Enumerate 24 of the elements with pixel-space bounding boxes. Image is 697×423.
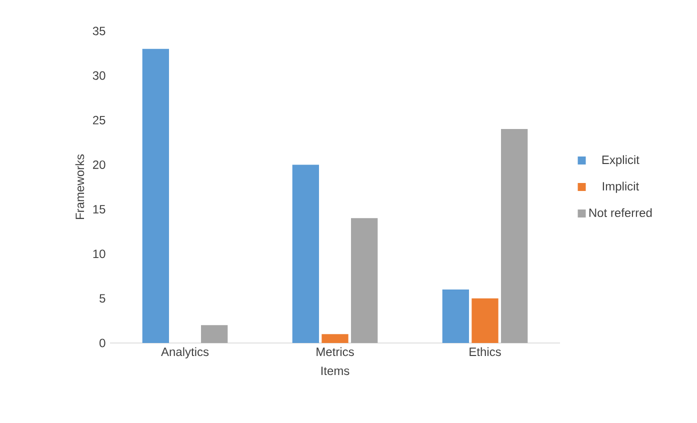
y-tick-label: 30: [92, 71, 106, 80]
x-tick-label: Ethics: [470, 347, 501, 356]
x-tick-label: Metrics: [316, 347, 354, 356]
legend-label: Implicit: [602, 182, 640, 193]
y-tick-label: 15: [93, 205, 106, 214]
y-tick-label: 10: [93, 250, 106, 258]
y-tick-label: 25: [92, 116, 106, 124]
bar: [322, 334, 348, 343]
y-tick-label: 35: [92, 26, 106, 36]
bar: [201, 325, 228, 343]
x-axis-title: Items: [321, 366, 350, 376]
legend-label: Explicit: [602, 155, 640, 166]
legend-label: Not referred: [589, 208, 652, 218]
y-tick-label: 0: [100, 338, 106, 348]
bar: [472, 298, 498, 343]
x-tick-label: Analytics: [161, 347, 209, 358]
bar: [292, 164, 320, 343]
bar: [501, 129, 528, 343]
bar: [142, 48, 170, 343]
y-tick-label: 5: [100, 294, 106, 303]
y-tick-label: 20: [92, 160, 106, 169]
bar: [351, 218, 378, 343]
y-axis-title: Frameworks: [75, 154, 84, 220]
bar: [442, 290, 470, 343]
